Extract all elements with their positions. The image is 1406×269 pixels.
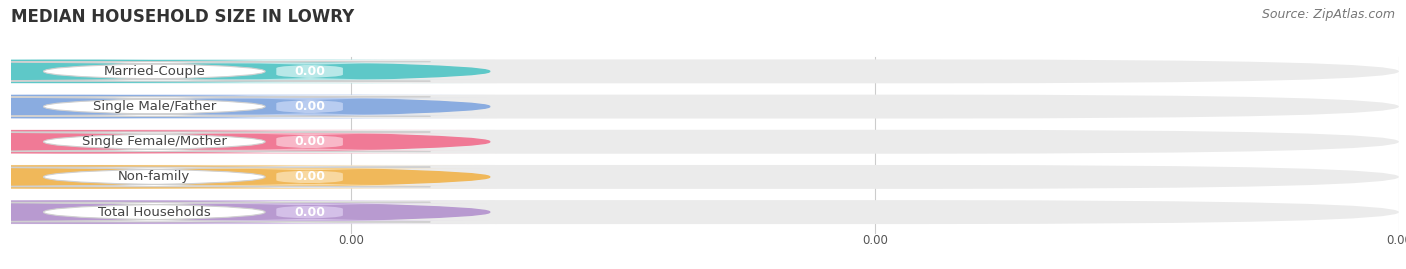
Text: 0.00: 0.00 (294, 135, 325, 148)
FancyBboxPatch shape (0, 62, 430, 81)
Text: 0.00: 0.00 (294, 171, 325, 183)
Circle shape (0, 131, 489, 153)
FancyBboxPatch shape (0, 130, 496, 154)
Text: 0.00: 0.00 (339, 234, 364, 247)
FancyBboxPatch shape (0, 95, 496, 119)
Text: Total Households: Total Households (98, 206, 211, 219)
FancyBboxPatch shape (0, 165, 496, 189)
FancyBboxPatch shape (0, 132, 430, 151)
FancyBboxPatch shape (25, 59, 1399, 83)
FancyBboxPatch shape (0, 167, 430, 187)
FancyBboxPatch shape (25, 200, 1399, 224)
FancyBboxPatch shape (0, 202, 430, 222)
Text: 0.00: 0.00 (294, 100, 325, 113)
FancyBboxPatch shape (131, 98, 489, 115)
Text: Single Male/Father: Single Male/Father (93, 100, 217, 113)
Text: Non-family: Non-family (118, 171, 190, 183)
Text: Source: ZipAtlas.com: Source: ZipAtlas.com (1261, 8, 1395, 21)
FancyBboxPatch shape (0, 200, 496, 224)
Text: Single Female/Mother: Single Female/Mother (82, 135, 226, 148)
FancyBboxPatch shape (0, 59, 496, 83)
Text: 0.00: 0.00 (294, 206, 325, 219)
FancyBboxPatch shape (25, 130, 1399, 154)
Text: 0.00: 0.00 (294, 65, 325, 78)
FancyBboxPatch shape (25, 165, 1399, 189)
FancyBboxPatch shape (0, 97, 430, 116)
Text: MEDIAN HOUSEHOLD SIZE IN LOWRY: MEDIAN HOUSEHOLD SIZE IN LOWRY (11, 8, 354, 26)
Text: 0.00: 0.00 (862, 234, 889, 247)
Text: 0.00: 0.00 (1386, 234, 1406, 247)
FancyBboxPatch shape (131, 203, 489, 221)
Circle shape (0, 201, 489, 223)
FancyBboxPatch shape (25, 95, 1399, 119)
Circle shape (0, 95, 489, 118)
Circle shape (0, 60, 489, 82)
FancyBboxPatch shape (131, 133, 489, 150)
FancyBboxPatch shape (131, 168, 489, 186)
FancyBboxPatch shape (131, 63, 489, 80)
Text: Married-Couple: Married-Couple (104, 65, 205, 78)
Circle shape (0, 166, 489, 188)
